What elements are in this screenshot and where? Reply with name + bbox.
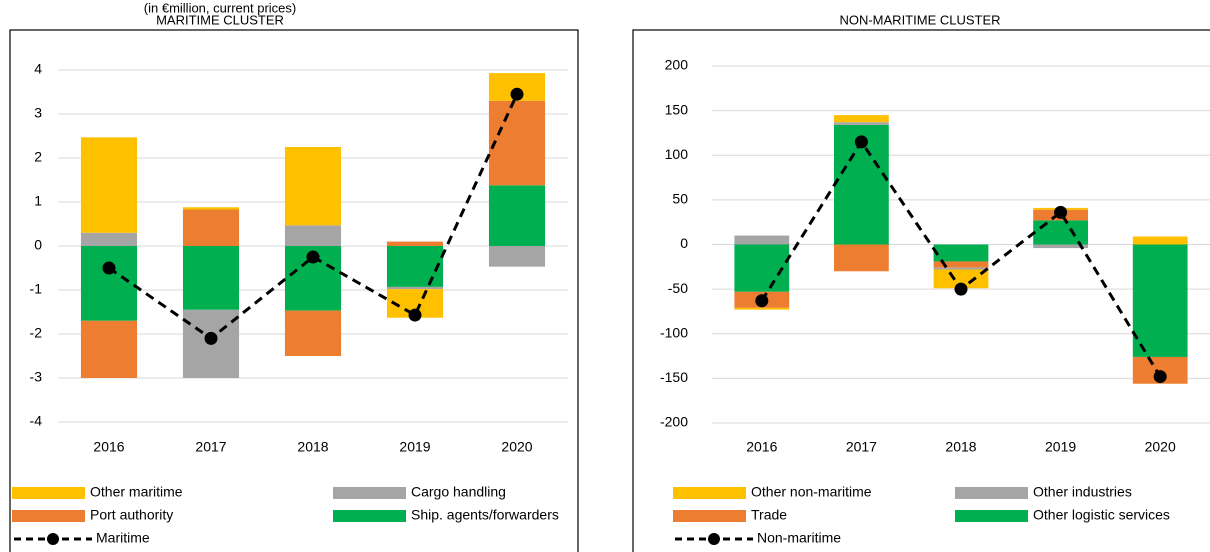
bar-segment	[1132, 236, 1188, 245]
y-tick-label: -3	[30, 369, 43, 385]
x-tick-label: 2016	[746, 439, 777, 455]
line	[108, 93, 519, 341]
line-marker	[1054, 205, 1068, 219]
bar-segment	[1132, 244, 1188, 357]
bar-segment	[834, 122, 889, 125]
legend-label: Other maritime	[90, 484, 183, 500]
bar-segment	[284, 310, 342, 356]
bar-segment	[1033, 220, 1088, 245]
x-tick-label: 2019	[1045, 439, 1076, 455]
bar-segment	[488, 185, 546, 246]
chart-title: MARITIME CLUSTER	[156, 12, 284, 27]
x-tick-label: 2020	[1145, 439, 1176, 455]
y-tick-label: 200	[665, 57, 689, 73]
y-tick-label: 1	[34, 193, 42, 209]
line-marker	[755, 294, 769, 308]
bar-segment	[284, 147, 342, 226]
y-tick-label: 0	[680, 235, 688, 251]
bar-segment	[80, 232, 138, 246]
bar-segment	[182, 209, 240, 246]
y-tick-label: -50	[668, 280, 688, 296]
legend-swatch	[12, 510, 85, 522]
x-tick-label: 2019	[399, 439, 430, 455]
legend-marker	[708, 533, 720, 545]
bar-segment	[80, 246, 138, 321]
bar-segment	[386, 241, 444, 246]
panel-border	[9, 29, 579, 552]
y-tick-label: -2	[30, 325, 43, 341]
legend-label: Cargo handling	[411, 484, 506, 500]
bar-segment	[386, 246, 444, 287]
y-tick-label: -4	[30, 413, 43, 429]
line-marker	[408, 308, 422, 322]
bar-segment	[182, 246, 240, 310]
bar-segment	[488, 246, 546, 267]
legend-swatch	[333, 510, 406, 522]
x-tick-label: 2020	[501, 439, 532, 455]
line-marker	[854, 135, 868, 149]
line-marker	[1153, 370, 1167, 384]
line-marker	[954, 282, 968, 296]
line-marker	[204, 331, 218, 345]
y-tick-label: 50	[672, 191, 688, 207]
bar-segment	[933, 261, 989, 268]
bar-segment	[734, 307, 790, 310]
bar-segment	[80, 320, 138, 378]
bar-segment	[182, 207, 240, 210]
x-tick-label: 2017	[195, 439, 226, 455]
panel-border	[632, 29, 1210, 552]
legend-label: Port authority	[90, 507, 173, 523]
bar-segment	[386, 286, 444, 290]
legend-label: Other industries	[1033, 484, 1132, 500]
y-tick-label: -1	[30, 281, 43, 297]
y-tick-label: 4	[34, 61, 42, 77]
y-tick-label: -150	[660, 369, 688, 385]
line-marker	[306, 250, 320, 264]
legend-swatch	[673, 487, 746, 499]
y-tick-label: 100	[665, 146, 689, 162]
legend-label: Other non-maritime	[751, 484, 872, 500]
y-tick-label: 2	[34, 149, 42, 165]
legend-label: Ship. agents/forwarders	[411, 507, 559, 523]
y-tick-label: -200	[660, 414, 688, 430]
legend-swatch	[673, 510, 746, 522]
line-marker	[102, 261, 116, 275]
bar-segment	[734, 244, 790, 292]
y-tick-label: 150	[665, 101, 689, 117]
x-tick-label: 2018	[297, 439, 328, 455]
legend-marker	[47, 533, 59, 545]
legend-swatch	[333, 487, 406, 499]
x-tick-label: 2017	[846, 439, 877, 455]
legend-swatch	[955, 510, 1028, 522]
bar-segment	[734, 235, 790, 245]
bar-segment	[1033, 244, 1088, 249]
line-marker	[510, 87, 524, 101]
bar-segment	[834, 244, 889, 272]
x-tick-label: 2018	[945, 439, 976, 455]
y-tick-label: 0	[34, 237, 42, 253]
legend-label: Trade	[751, 507, 787, 523]
legend-swatch	[955, 487, 1028, 499]
bar-segment	[933, 244, 989, 262]
y-tick-label: -100	[660, 324, 688, 340]
legend-label: Maritime	[96, 530, 150, 546]
legend-swatch	[12, 487, 85, 499]
legend-label: Other logistic services	[1033, 507, 1170, 523]
bar-segment	[488, 100, 546, 186]
bar-segment	[80, 137, 138, 233]
bar-segment	[933, 269, 989, 289]
bar-segment	[284, 225, 342, 246]
chart-subtitle: (in €million, current prices)	[144, 0, 296, 15]
bar-segment	[933, 267, 989, 270]
y-tick-label: 3	[34, 105, 42, 121]
x-tick-label: 2016	[93, 439, 124, 455]
legend-label: Non-maritime	[757, 530, 841, 546]
bar-segment	[834, 115, 889, 123]
chart-title: NON-MARITIME CLUSTER	[839, 12, 1000, 27]
